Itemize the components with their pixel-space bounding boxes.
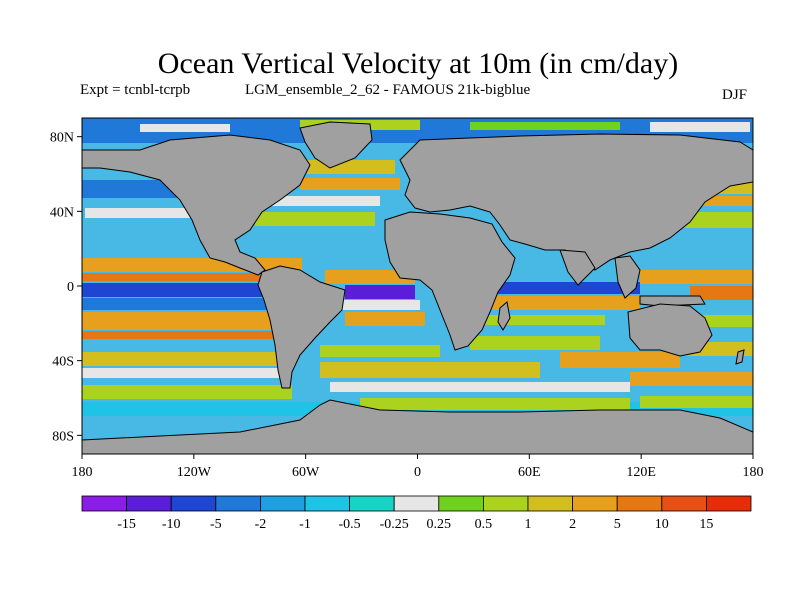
colorbar-swatch <box>215 495 261 512</box>
colorbar-swatch <box>170 495 217 512</box>
colorbar-label: 5 <box>614 517 621 532</box>
colorbar-label: -10 <box>162 517 181 532</box>
colorbar-swatch <box>706 495 752 512</box>
colorbar-label: 15 <box>699 517 713 532</box>
colorbar-swatch <box>482 495 529 512</box>
colorbar-label: -0.5 <box>339 517 361 532</box>
lon-tick-label: 60W <box>292 465 320 480</box>
longitude-axis: 180 120W 60W 0 60E 120E 180 <box>72 454 764 480</box>
lon-tick-label: 180 <box>72 465 93 480</box>
colorbar-swatch <box>259 495 306 512</box>
lat-tick-label: 80N <box>50 131 74 146</box>
colorbar-label: 1 <box>525 517 532 532</box>
colorbar: -15 -10 -5 -2 -1 -0.5 -0.25 0.25 0.5 1 2 5 10 15 <box>81 495 752 532</box>
colorbar-label: -5 <box>210 517 222 532</box>
colorbar-label: -0.25 <box>380 517 409 532</box>
colorbar-label: 0.25 <box>427 517 452 532</box>
chart-title: Ocean Vertical Velocity at 10m (in cm/da… <box>157 47 679 80</box>
experiment-label: Expt = tcnbl-tcrpb <box>80 82 191 98</box>
latitude-axis: 80N 40N 0 40S 80S <box>50 131 82 444</box>
lat-tick-label: 40N <box>50 205 74 220</box>
lat-tick-label: 40S <box>52 355 74 370</box>
run-name-label: LGM_ensemble_2_62 - FAMOUS 21k-bigblue <box>245 82 531 98</box>
lon-tick-label: 120W <box>177 465 212 480</box>
colorbar-swatch <box>81 495 127 512</box>
lat-tick-label: 0 <box>67 280 74 295</box>
lon-tick-label: 0 <box>414 465 421 480</box>
lat-tick-label: 80S <box>52 429 74 444</box>
lon-tick-label: 60E <box>518 465 541 480</box>
lon-tick-label: 120E <box>626 465 656 480</box>
colorbar-label: 2 <box>569 517 576 532</box>
colorbar-label: -2 <box>255 517 267 532</box>
colorbar-swatch <box>616 495 663 512</box>
colorbar-swatch <box>572 495 618 512</box>
colorbar-swatch <box>349 495 395 512</box>
colorbar-swatch <box>126 495 172 512</box>
colorbar-label: -1 <box>299 517 311 532</box>
lon-tick-label: 180 <box>743 465 764 480</box>
colorbar-swatch <box>304 495 350 512</box>
colorbar-swatch <box>438 495 484 512</box>
colorbar-swatch <box>393 495 440 512</box>
colorbar-label: 0.5 <box>475 517 493 532</box>
colorbar-swatch <box>527 495 573 512</box>
colorbar-swatch <box>661 495 707 512</box>
season-label: DJF <box>722 87 748 103</box>
colorbar-label: -15 <box>117 517 136 532</box>
land-masses <box>82 121 753 454</box>
colorbar-label: 10 <box>655 517 669 532</box>
